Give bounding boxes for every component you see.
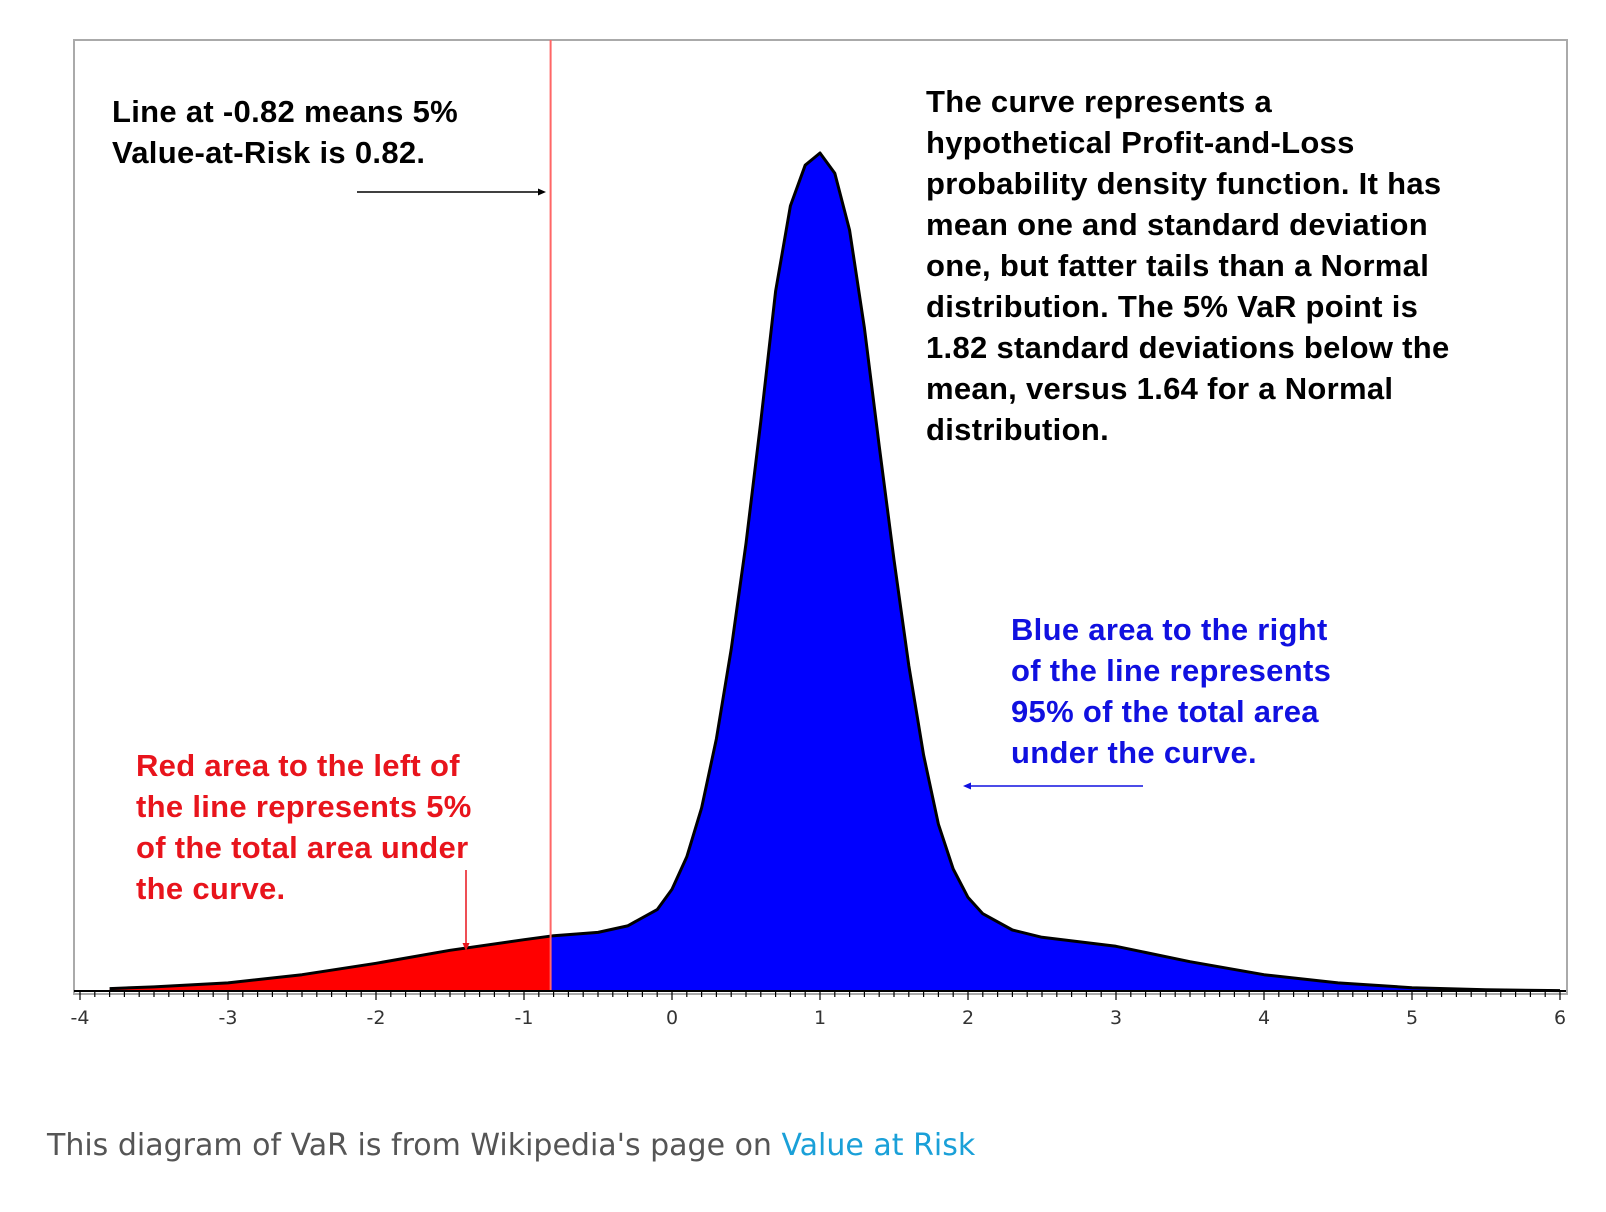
blue-body-area [550,153,1560,991]
red-note-line-4: the curve. [136,871,285,906]
blue-note-line-3: 95% of the total area [1011,694,1319,729]
curve-note-line-4: mean one and standard deviation [926,207,1428,242]
x-tick-label: -4 [71,1007,90,1029]
x-axis: -4 -3 -2 -1 0 1 2 3 4 5 6 [71,990,1566,1029]
x-tick-label: 6 [1554,1007,1566,1029]
curve-note-line-8: mean, versus 1.64 for a Normal [926,371,1393,406]
x-tick-label: -1 [515,1007,534,1029]
curve-note-line-5: one, but fatter tails than a Normal [926,248,1429,283]
value-at-risk-link[interactable]: Value at Risk [781,1128,976,1163]
red-tail-area [109,936,551,991]
x-tick-label: 2 [962,1007,974,1029]
red-note-line-3: of the total area under [136,830,468,865]
blue-note-line-2: of the line represents [1011,653,1331,688]
x-tick-label: 0 [666,1007,678,1029]
area-layer [109,40,1561,993]
density-curve [109,151,1561,993]
curve-note-line-9: distribution. [926,412,1109,447]
figure-caption: This diagram of VaR is from Wikipedia's … [47,1128,975,1163]
curve-note-line-1: The curve represents a [926,84,1273,119]
x-tick-label: -2 [367,1007,386,1029]
x-tick-label: 3 [1110,1007,1122,1029]
red-note-line-2: the line represents 5% [136,789,472,824]
x-tick-label: 4 [1258,1007,1270,1029]
red-area-note: Red area to the left of the line represe… [136,748,481,906]
x-tick-label: 5 [1406,1007,1418,1029]
caption-text: This diagram of VaR is from Wikipedia's … [47,1128,782,1163]
curve-note-line-3: probability density function. It has [926,166,1441,201]
red-note-arrow-head [462,943,470,951]
var-line-note-line-2: Value-at-Risk is 0.82. [112,135,425,170]
blue-note-line-4: under the curve. [1011,735,1257,770]
x-tick-label: 1 [814,1007,826,1029]
var-chart: -4 -3 -2 -1 0 1 2 3 4 5 6 Line at -0.82 means 5% V… [71,39,1568,1029]
curve-description-note: The curve represents a hypothetical Prof… [926,84,1458,447]
var-note-arrow-head [538,188,546,196]
blue-area-note: Blue area to the right of the line repre… [1011,612,1340,770]
blue-note-arrow-head [963,782,971,790]
red-note-line-1: Red area to the left of [136,748,460,783]
x-tick-label: -3 [219,1007,238,1029]
curve-note-line-2: hypothetical Profit-and-Loss [926,125,1355,160]
blue-note-line-1: Blue area to the right [1011,612,1328,647]
var-line-note-line-1: Line at -0.82 means 5% [112,94,458,129]
curve-note-line-6: distribution. The 5% VaR point is [926,289,1418,324]
var-line-note: Line at -0.82 means 5% Value-at-Risk is … [112,94,467,170]
curve-note-line-7: 1.82 standard deviations below the [926,330,1450,365]
